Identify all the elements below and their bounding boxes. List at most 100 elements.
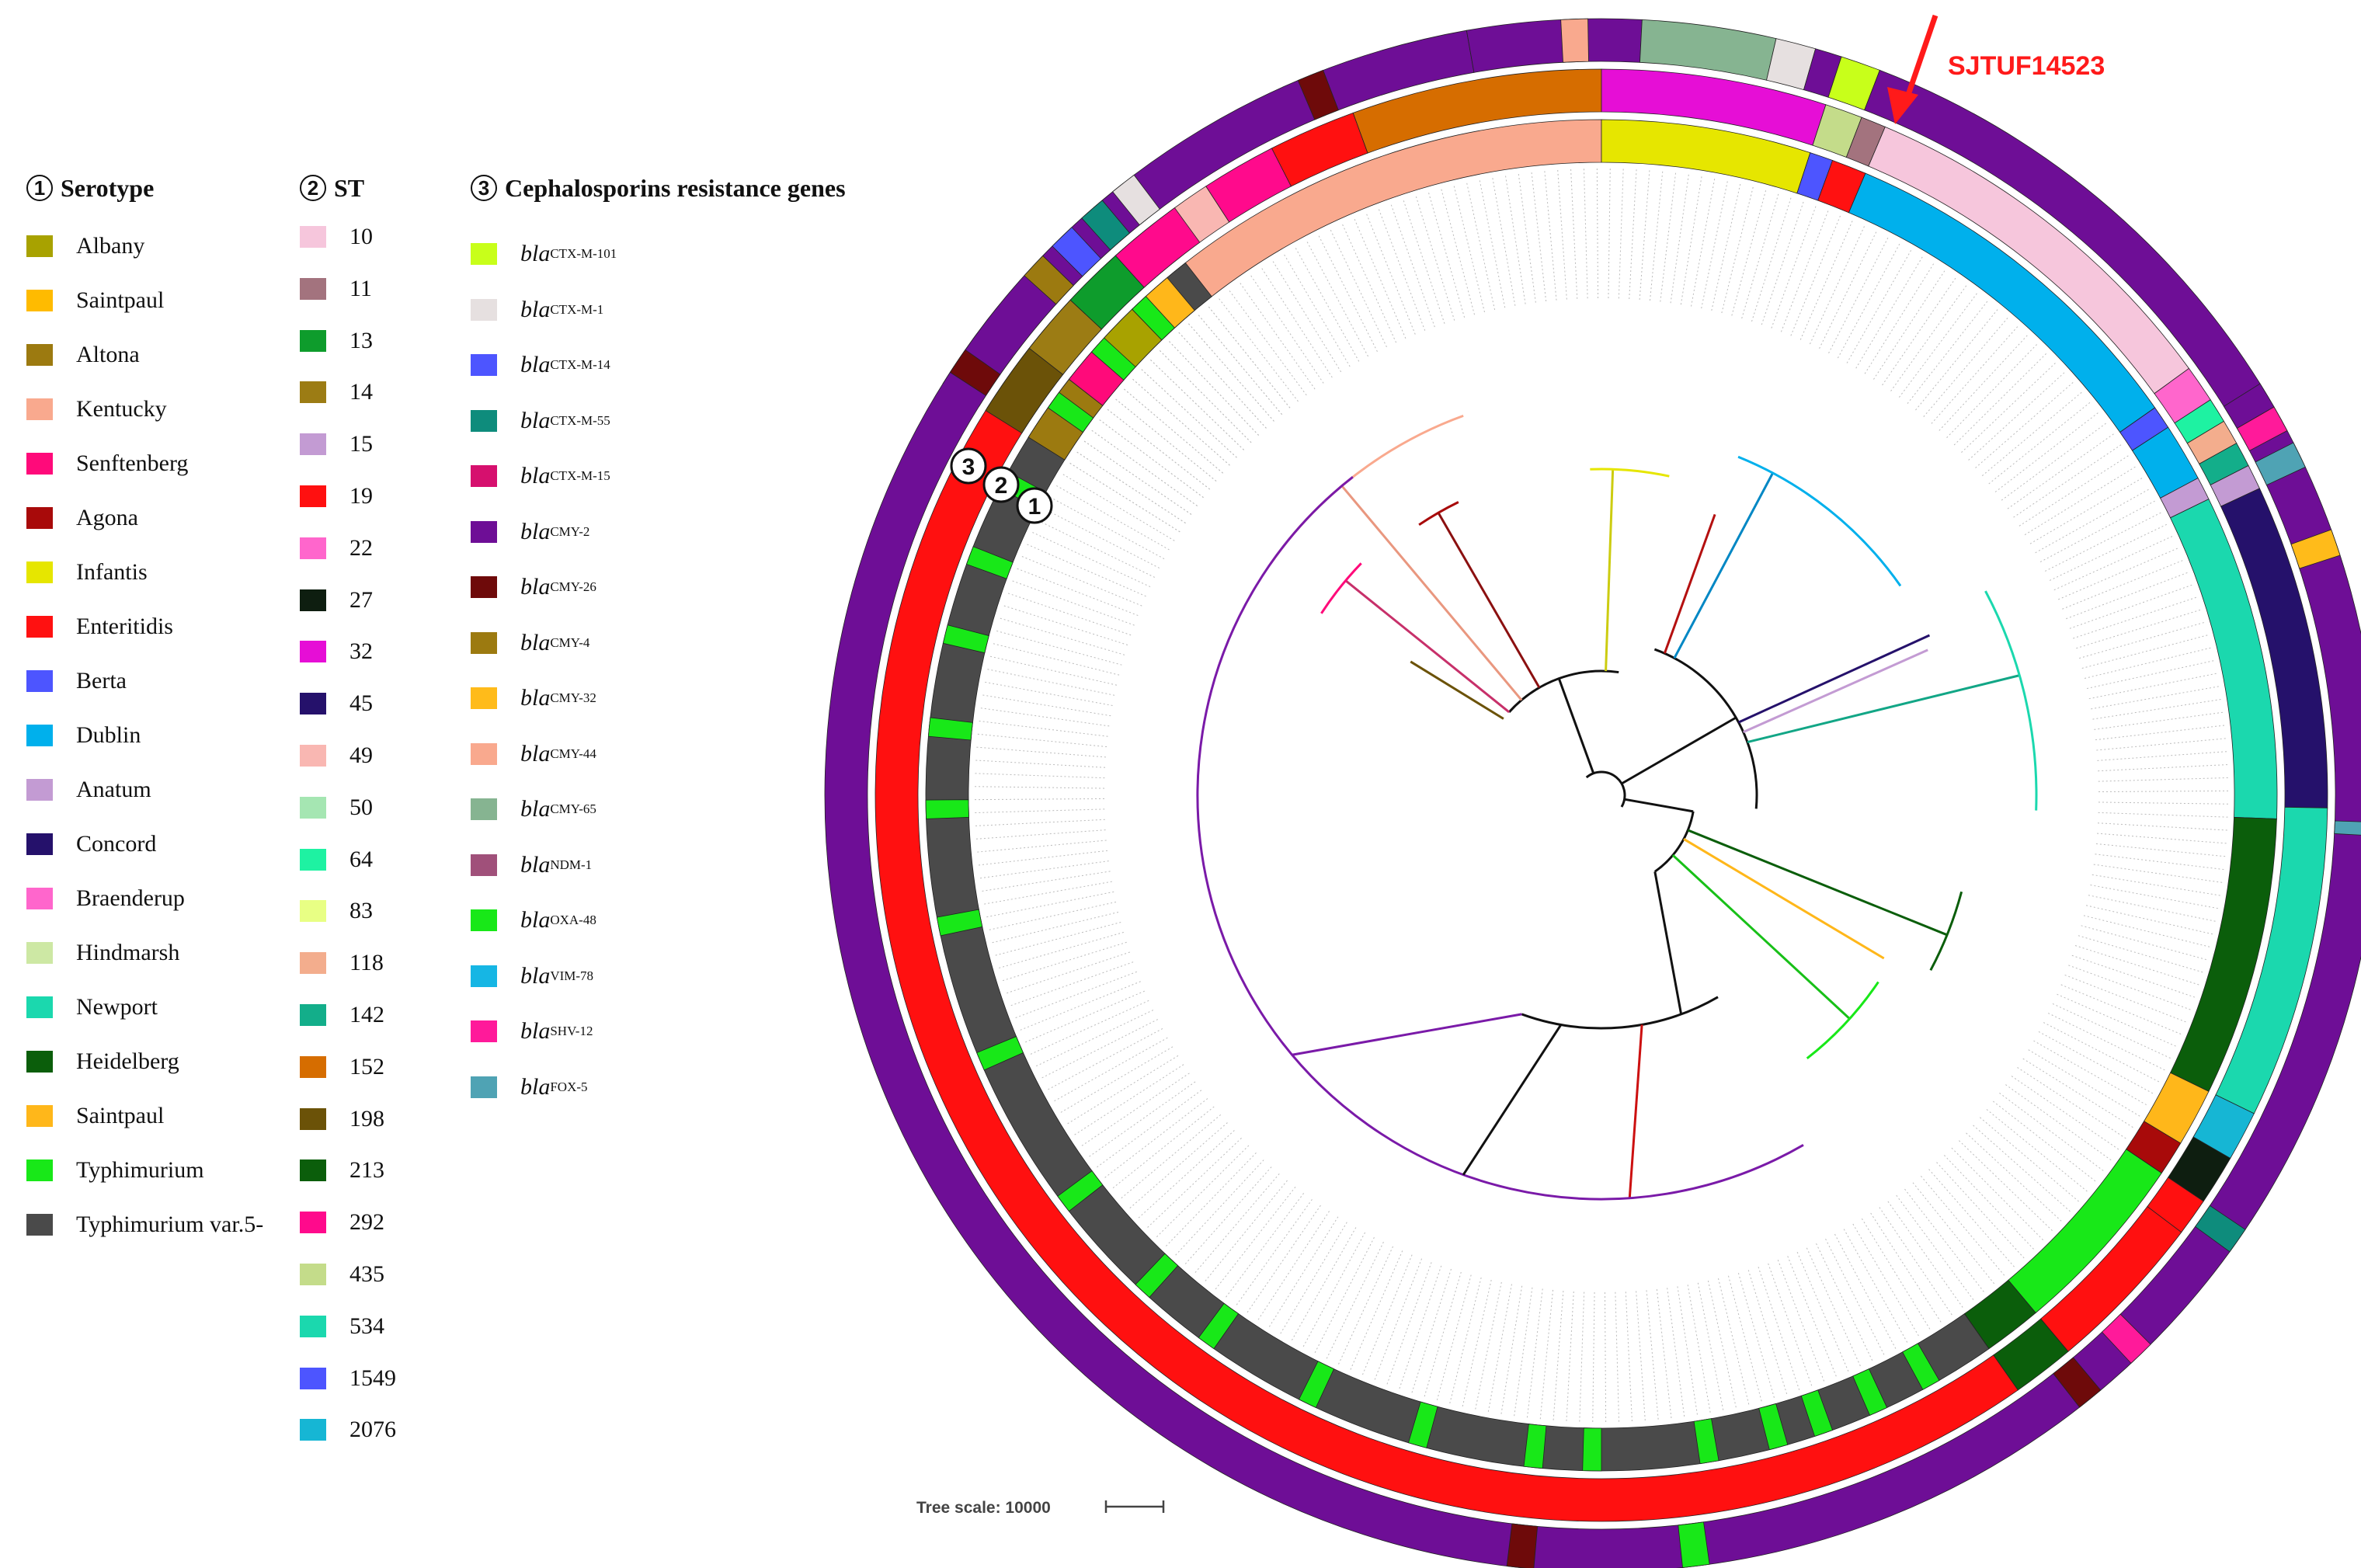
leaf-guide-line xyxy=(1001,941,1127,982)
leaf-guide-line xyxy=(2038,1031,2154,1094)
leaf-guide-line xyxy=(1887,1201,1964,1309)
leaf-guide-line xyxy=(1731,189,1767,316)
tree-branch xyxy=(1557,678,1595,774)
leaf-guide-line xyxy=(1194,1173,1280,1274)
leaf-guide-line xyxy=(2048,1013,2166,1071)
leaf-guide-line xyxy=(2097,751,2228,761)
leaf-guide-line xyxy=(975,760,1106,768)
legend-serotype-item: Saintpaul xyxy=(26,287,164,314)
leaf-guide-line xyxy=(1796,1252,1849,1372)
legend-serotype-item: Altona xyxy=(26,342,140,368)
legend-label: 10 xyxy=(349,224,373,249)
leaf-guide-line xyxy=(977,850,1108,866)
legend-label: Kentucky xyxy=(76,396,167,422)
gene-variant: CMY-44 xyxy=(550,746,596,761)
gene-variant: CMY-65 xyxy=(550,801,596,816)
gene-name: bla xyxy=(520,740,551,767)
legend-st-item: 118 xyxy=(300,950,384,976)
tree-branch xyxy=(1663,513,1716,654)
leaf-guide-line xyxy=(2013,443,2123,518)
leaf-guide-line xyxy=(2088,673,2217,700)
tree-branch xyxy=(1653,811,1695,873)
leaf-guide-line xyxy=(1912,1182,1995,1285)
legend-swatch xyxy=(300,537,326,559)
tree-branch xyxy=(1653,648,1758,809)
leaf-guide-line xyxy=(1843,1229,1908,1344)
leaf-guide-line xyxy=(1156,1145,1250,1238)
tree-branch xyxy=(1292,1013,1522,1056)
legend-st-item: 10 xyxy=(300,224,373,250)
gene-variant: CMY-32 xyxy=(550,690,596,705)
gene-name: bla xyxy=(520,629,551,655)
leaf-guide-line xyxy=(2052,1003,2171,1059)
legend-swatch xyxy=(26,235,53,257)
tree-branch xyxy=(1683,838,1885,960)
legend-swatch xyxy=(471,298,497,321)
leaf-guide-line xyxy=(1806,1247,1862,1368)
legend-st-item: 213 xyxy=(300,1157,384,1184)
gene-name: bla xyxy=(520,296,551,322)
leaf-guide-line xyxy=(1062,473,1175,541)
ring1-serotype-segment xyxy=(1090,337,1136,381)
ring1-serotype-segment xyxy=(925,262,1990,1472)
legend-label: Agona xyxy=(76,505,138,530)
leaf-guide-line xyxy=(1137,1130,1235,1219)
leaf-guide-line xyxy=(1492,177,1516,306)
leaf-guide-line xyxy=(2093,864,2224,883)
legend-swatch xyxy=(26,1051,53,1073)
legend-st-item: 19 xyxy=(300,483,373,509)
leaf-guide-line xyxy=(1208,305,1291,409)
leaf-guide-line xyxy=(2071,954,2196,998)
leaf-guide-line xyxy=(1104,1098,1208,1179)
leaf-guide-line xyxy=(1076,451,1186,523)
gene-variant: SHV-12 xyxy=(550,1024,593,1038)
legend-label: 64 xyxy=(349,846,373,872)
gene-variant: CTX-M-14 xyxy=(550,357,610,372)
ring1-serotype-segment xyxy=(1758,1403,1789,1451)
legend-label: 14 xyxy=(349,379,373,405)
legend-genes-item: bla SHV-12 xyxy=(471,1018,593,1045)
tree-branch xyxy=(1929,891,1963,972)
legend-swatch xyxy=(471,965,497,987)
ring3-gene-segment xyxy=(949,349,1001,396)
legend-label: 142 xyxy=(349,1002,384,1027)
legend-label: Braenderup xyxy=(76,885,185,911)
leaf-guide-line xyxy=(1677,1286,1699,1416)
ring1-serotype-segment xyxy=(1582,1427,1602,1472)
leaf-guide-line xyxy=(1816,1243,1873,1361)
leaf-guide-line xyxy=(1011,580,1135,626)
leaf-guide-line xyxy=(1403,200,1445,324)
leaf-guide-line xyxy=(1526,1288,1543,1419)
legend-st-item: 50 xyxy=(300,794,373,821)
legend-swatch xyxy=(471,354,497,376)
leaf-guide-line xyxy=(1896,1194,1974,1301)
leaf-guide-line xyxy=(974,773,1105,779)
leaf-guide-line xyxy=(1518,173,1536,303)
leaf-guide-line xyxy=(1415,195,1455,321)
legend-label: Berta xyxy=(76,668,127,694)
leaf-guide-line xyxy=(1904,1188,1985,1293)
tree-branch xyxy=(1344,579,1511,714)
legend-label: Typhimurium var.5- xyxy=(76,1212,264,1237)
leaf-guide-line xyxy=(2060,984,2182,1035)
leaf-guide-line xyxy=(2011,1076,2119,1150)
legend-swatch xyxy=(300,641,326,663)
tree-branch xyxy=(1984,590,2038,811)
legend-swatch xyxy=(471,520,497,543)
leaf-guide-line xyxy=(1608,168,1611,299)
leaf-guide-line xyxy=(1041,1019,1158,1079)
ring1-serotype-segment xyxy=(1800,1389,1834,1438)
leaf-guide-line xyxy=(1080,1073,1190,1147)
gene-variant: NDM-1 xyxy=(550,857,593,872)
leaf-guide-line xyxy=(2073,596,2197,639)
leaf-guide-line xyxy=(1198,314,1282,415)
legend-genes-item: bla CMY-32 xyxy=(471,685,596,711)
leaf-guide-line xyxy=(2081,635,2209,669)
leaf-guide-line xyxy=(2007,433,2115,509)
leaf-guide-line xyxy=(1780,210,1829,332)
legend-swatch xyxy=(300,1107,326,1130)
leaf-guide-line xyxy=(1566,1291,1574,1422)
leaf-guide-line xyxy=(1649,170,1664,301)
legend-serotype-item: Berta xyxy=(26,668,127,694)
highlight-arrow-head xyxy=(1887,87,1918,124)
